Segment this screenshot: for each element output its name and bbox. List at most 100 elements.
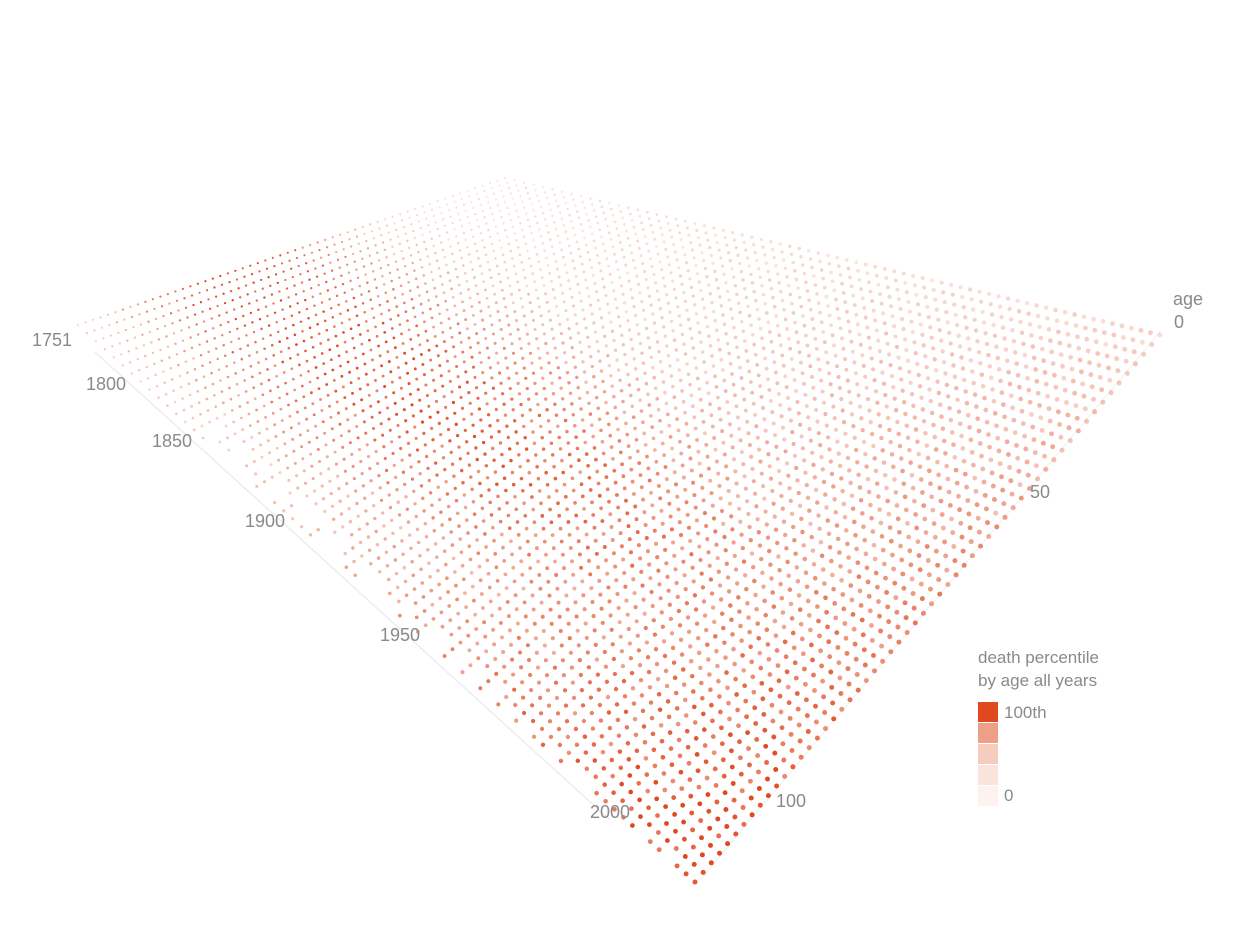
data-dot (184, 360, 188, 364)
data-dot (614, 260, 618, 264)
data-dot (205, 289, 209, 292)
data-dot (540, 614, 545, 619)
data-dot (494, 671, 499, 676)
data-dot (448, 279, 452, 283)
data-dot (724, 464, 729, 469)
data-dot (826, 531, 832, 537)
data-dot (691, 346, 696, 350)
data-dot (855, 687, 861, 693)
data-dot (721, 773, 727, 779)
data-dot (546, 419, 551, 423)
data-dot (837, 264, 841, 269)
data-dot (662, 787, 668, 793)
data-dot (514, 272, 518, 276)
data-dot (812, 575, 818, 581)
data-dot (731, 382, 736, 387)
data-dot (819, 553, 825, 559)
data-dot (648, 414, 653, 418)
data-dot (649, 303, 653, 307)
data-dot (645, 655, 651, 660)
data-dot (613, 348, 618, 352)
data-dot (500, 635, 504, 640)
data-dot (824, 505, 829, 510)
data-dot (600, 620, 605, 625)
data-dot (827, 654, 833, 660)
data-dot (462, 360, 466, 364)
data-dot (500, 215, 503, 219)
data-dot (339, 512, 344, 516)
data-dot (323, 272, 326, 275)
data-dot (676, 305, 680, 309)
data-dot (604, 344, 608, 348)
data-dot (992, 411, 998, 416)
data-dot (266, 439, 270, 443)
data-dot (671, 660, 677, 665)
data-dot (378, 486, 382, 490)
data-dot (983, 407, 989, 413)
data-dot (788, 346, 793, 351)
data-dot (655, 340, 660, 344)
data-dot (266, 314, 269, 318)
data-dot (881, 381, 887, 386)
data-dot (565, 507, 569, 512)
data-dot (366, 329, 370, 333)
data-dot (647, 294, 652, 298)
data-dot (663, 465, 668, 469)
data-dot (903, 507, 909, 513)
data-dot (607, 499, 611, 504)
data-dot (569, 665, 574, 670)
data-dot (365, 443, 369, 447)
data-dot (975, 339, 980, 344)
data-dot (388, 271, 392, 275)
data-dot (898, 306, 903, 312)
data-dot (907, 548, 913, 554)
data-dot (920, 610, 926, 616)
data-dot (531, 318, 536, 322)
data-dot (968, 287, 973, 292)
data-dot (543, 218, 547, 221)
data-dot (856, 472, 861, 478)
data-dot (1048, 338, 1053, 343)
data-dot (569, 336, 573, 340)
data-dot (535, 546, 539, 551)
data-dot (975, 416, 981, 422)
data-dot (884, 276, 889, 280)
data-dot (316, 376, 319, 380)
data-dot (403, 482, 407, 487)
data-dot (613, 220, 617, 224)
data-dot (596, 221, 600, 225)
data-dot (901, 400, 907, 405)
data-dot (511, 225, 515, 228)
data-dot (988, 302, 993, 307)
data-dot (1022, 352, 1028, 358)
data-dot (181, 287, 184, 290)
data-dot (689, 393, 694, 398)
data-dot (915, 539, 921, 545)
data-dot (705, 324, 710, 329)
data-dot (986, 291, 992, 297)
data-dot (778, 709, 784, 715)
data-dot (298, 363, 301, 367)
data-dot (561, 673, 566, 678)
data-dot (339, 312, 342, 316)
data-dot (606, 710, 612, 715)
data-dot (571, 259, 575, 263)
data-dot (705, 275, 709, 279)
data-dot (819, 378, 824, 383)
data-dot (655, 471, 660, 476)
data-dot (139, 380, 142, 383)
data-dot (173, 400, 177, 404)
data-dot (431, 516, 435, 520)
data-dot (530, 203, 534, 206)
data-dot (284, 327, 288, 330)
data-dot (567, 279, 571, 283)
data-dot (651, 618, 656, 623)
data-dot (832, 288, 837, 293)
data-dot (424, 282, 427, 285)
data-dot (958, 421, 963, 427)
data-dot (556, 726, 562, 732)
data-dot (738, 771, 744, 777)
data-dot (344, 255, 347, 259)
data-dot (596, 481, 601, 486)
data-dot (604, 558, 608, 563)
